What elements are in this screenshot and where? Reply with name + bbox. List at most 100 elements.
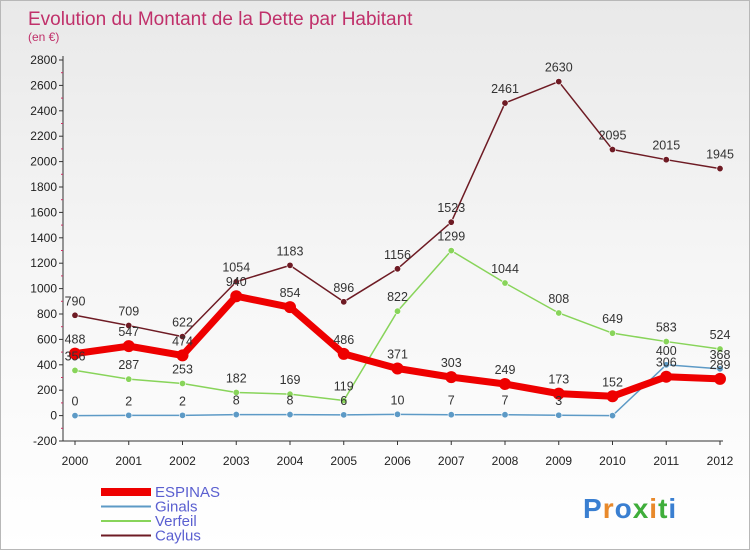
proxiti-logo: Proxiti bbox=[583, 493, 677, 524]
data-point-caylus bbox=[501, 99, 509, 107]
data-point-caylus bbox=[555, 78, 563, 86]
data-label-ginals: 8 bbox=[287, 394, 294, 408]
data-label-verfeil: 1044 bbox=[491, 262, 519, 276]
data-label-caylus: 1156 bbox=[384, 248, 411, 262]
data-point-espinas bbox=[391, 362, 404, 375]
data-label-ginals: 6 bbox=[340, 394, 347, 408]
x-tick-label: 2011 bbox=[653, 454, 679, 468]
legend-label-ginals: Ginals bbox=[155, 499, 198, 516]
data-label-espinas: 854 bbox=[280, 286, 301, 300]
data-point-verfeil bbox=[447, 247, 455, 255]
y-tick-label: 800 bbox=[37, 307, 57, 321]
data-label-espinas: 371 bbox=[387, 347, 408, 361]
data-label-ginals: 7 bbox=[502, 394, 509, 408]
data-labels: 7907096221054118389611561523246126302095… bbox=[65, 61, 734, 409]
data-label-ginals: 2 bbox=[179, 394, 186, 408]
chart-subtitle: (en €) bbox=[28, 30, 59, 44]
x-tick-label: 2000 bbox=[62, 454, 89, 468]
data-point-verfeil bbox=[125, 375, 133, 383]
y-tick-label: 1800 bbox=[30, 180, 57, 194]
data-label-espinas: 303 bbox=[441, 356, 462, 370]
logo-letter: P bbox=[583, 493, 603, 524]
data-label-caylus: 622 bbox=[172, 316, 193, 330]
data-label-espinas: 940 bbox=[226, 275, 247, 289]
data-point-verfeil bbox=[340, 396, 348, 404]
data-label-espinas: 152 bbox=[602, 375, 623, 389]
y-tick-label: 0 bbox=[50, 409, 57, 423]
data-label-ginals: 2 bbox=[125, 394, 132, 408]
y-tick-label: 1000 bbox=[30, 282, 57, 296]
data-label-espinas: 289 bbox=[710, 358, 731, 372]
data-point-verfeil bbox=[662, 338, 670, 346]
x-tick-label: 2007 bbox=[438, 454, 465, 468]
data-label-caylus: 2630 bbox=[545, 61, 573, 75]
data-point-espinas bbox=[714, 372, 726, 385]
data-label-ginals: 3 bbox=[555, 394, 562, 408]
data-point-verfeil bbox=[71, 366, 79, 374]
data-point-ginals bbox=[340, 411, 348, 419]
y-tick-label: 2400 bbox=[30, 104, 57, 118]
data-label-verfeil: 182 bbox=[226, 371, 247, 385]
data-point-verfeil bbox=[501, 279, 509, 287]
logo-letter: t bbox=[658, 493, 668, 524]
x-tick-label: 2010 bbox=[599, 454, 626, 468]
data-label-caylus: 1523 bbox=[437, 201, 465, 215]
x-tick-label: 2012 bbox=[707, 454, 734, 468]
logo-letter: r bbox=[603, 493, 615, 524]
x-tick-label: 2006 bbox=[384, 454, 411, 468]
legend-label-verfeil: Verfeil bbox=[155, 513, 197, 530]
y-tick-label: 2200 bbox=[30, 129, 57, 143]
data-point-espinas bbox=[499, 377, 511, 390]
y-tick-label: -200 bbox=[33, 434, 57, 448]
data-point-ginals bbox=[179, 411, 187, 419]
data-point-ginals bbox=[662, 361, 670, 369]
y-tick-label: 1600 bbox=[30, 205, 57, 219]
y-tick-label: 2000 bbox=[30, 155, 57, 169]
data-point-espinas bbox=[122, 340, 135, 353]
logo-letter: i bbox=[649, 493, 658, 524]
data-label-espinas: 306 bbox=[656, 356, 677, 370]
data-point-verfeil bbox=[179, 379, 187, 387]
data-label-verfeil: 169 bbox=[280, 373, 301, 387]
data-point-verfeil bbox=[555, 309, 563, 317]
data-point-verfeil bbox=[286, 390, 294, 398]
data-label-caylus: 1183 bbox=[277, 244, 304, 258]
data-label-caylus: 2461 bbox=[491, 82, 519, 96]
data-label-verfeil: 822 bbox=[387, 290, 408, 304]
data-label-espinas: 488 bbox=[65, 333, 86, 347]
data-label-caylus: 896 bbox=[333, 281, 354, 295]
x-tick-label: 2009 bbox=[545, 454, 572, 468]
axes: -200 0 200 400 600 800 1000 1200 1400 1600 1800 200… bbox=[30, 53, 733, 468]
data-label-ginals: 8 bbox=[233, 394, 240, 408]
data-point-caylus bbox=[608, 146, 616, 154]
data-point-verfeil bbox=[232, 388, 240, 396]
data-point-espinas bbox=[660, 370, 673, 383]
data-label-ginals: 7 bbox=[448, 394, 455, 408]
data-point-ginals bbox=[447, 411, 455, 419]
data-label-verfeil: 583 bbox=[656, 321, 677, 335]
data-label-espinas: 249 bbox=[495, 363, 516, 377]
data-label-caylus: 2015 bbox=[652, 139, 680, 153]
data-label-verfeil: 524 bbox=[710, 328, 731, 342]
logo-letter: i bbox=[668, 493, 677, 524]
series-lines bbox=[69, 78, 726, 420]
data-label-ginals: 0 bbox=[72, 395, 79, 409]
data-point-ginals bbox=[608, 412, 616, 420]
data-label-espinas: 173 bbox=[548, 373, 569, 387]
y-tick-label: 2600 bbox=[30, 78, 57, 92]
data-point-caylus bbox=[232, 278, 240, 286]
chart-title: Evolution du Montant de la Dette par Hab… bbox=[28, 9, 413, 30]
data-label-ginals: 368 bbox=[710, 348, 731, 362]
data-point-verfeil bbox=[393, 307, 401, 315]
data-point-caylus bbox=[393, 265, 401, 273]
data-label-caylus: 2095 bbox=[599, 129, 627, 143]
data-point-ginals bbox=[393, 410, 401, 418]
logo-letter: o bbox=[615, 493, 633, 524]
data-point-verfeil bbox=[608, 329, 616, 337]
data-label-ginals: 10 bbox=[391, 393, 405, 407]
data-label-caylus: 790 bbox=[65, 294, 86, 308]
data-point-caylus bbox=[179, 333, 187, 341]
y-tick-label: 2800 bbox=[30, 53, 57, 67]
data-point-ginals bbox=[501, 411, 509, 419]
